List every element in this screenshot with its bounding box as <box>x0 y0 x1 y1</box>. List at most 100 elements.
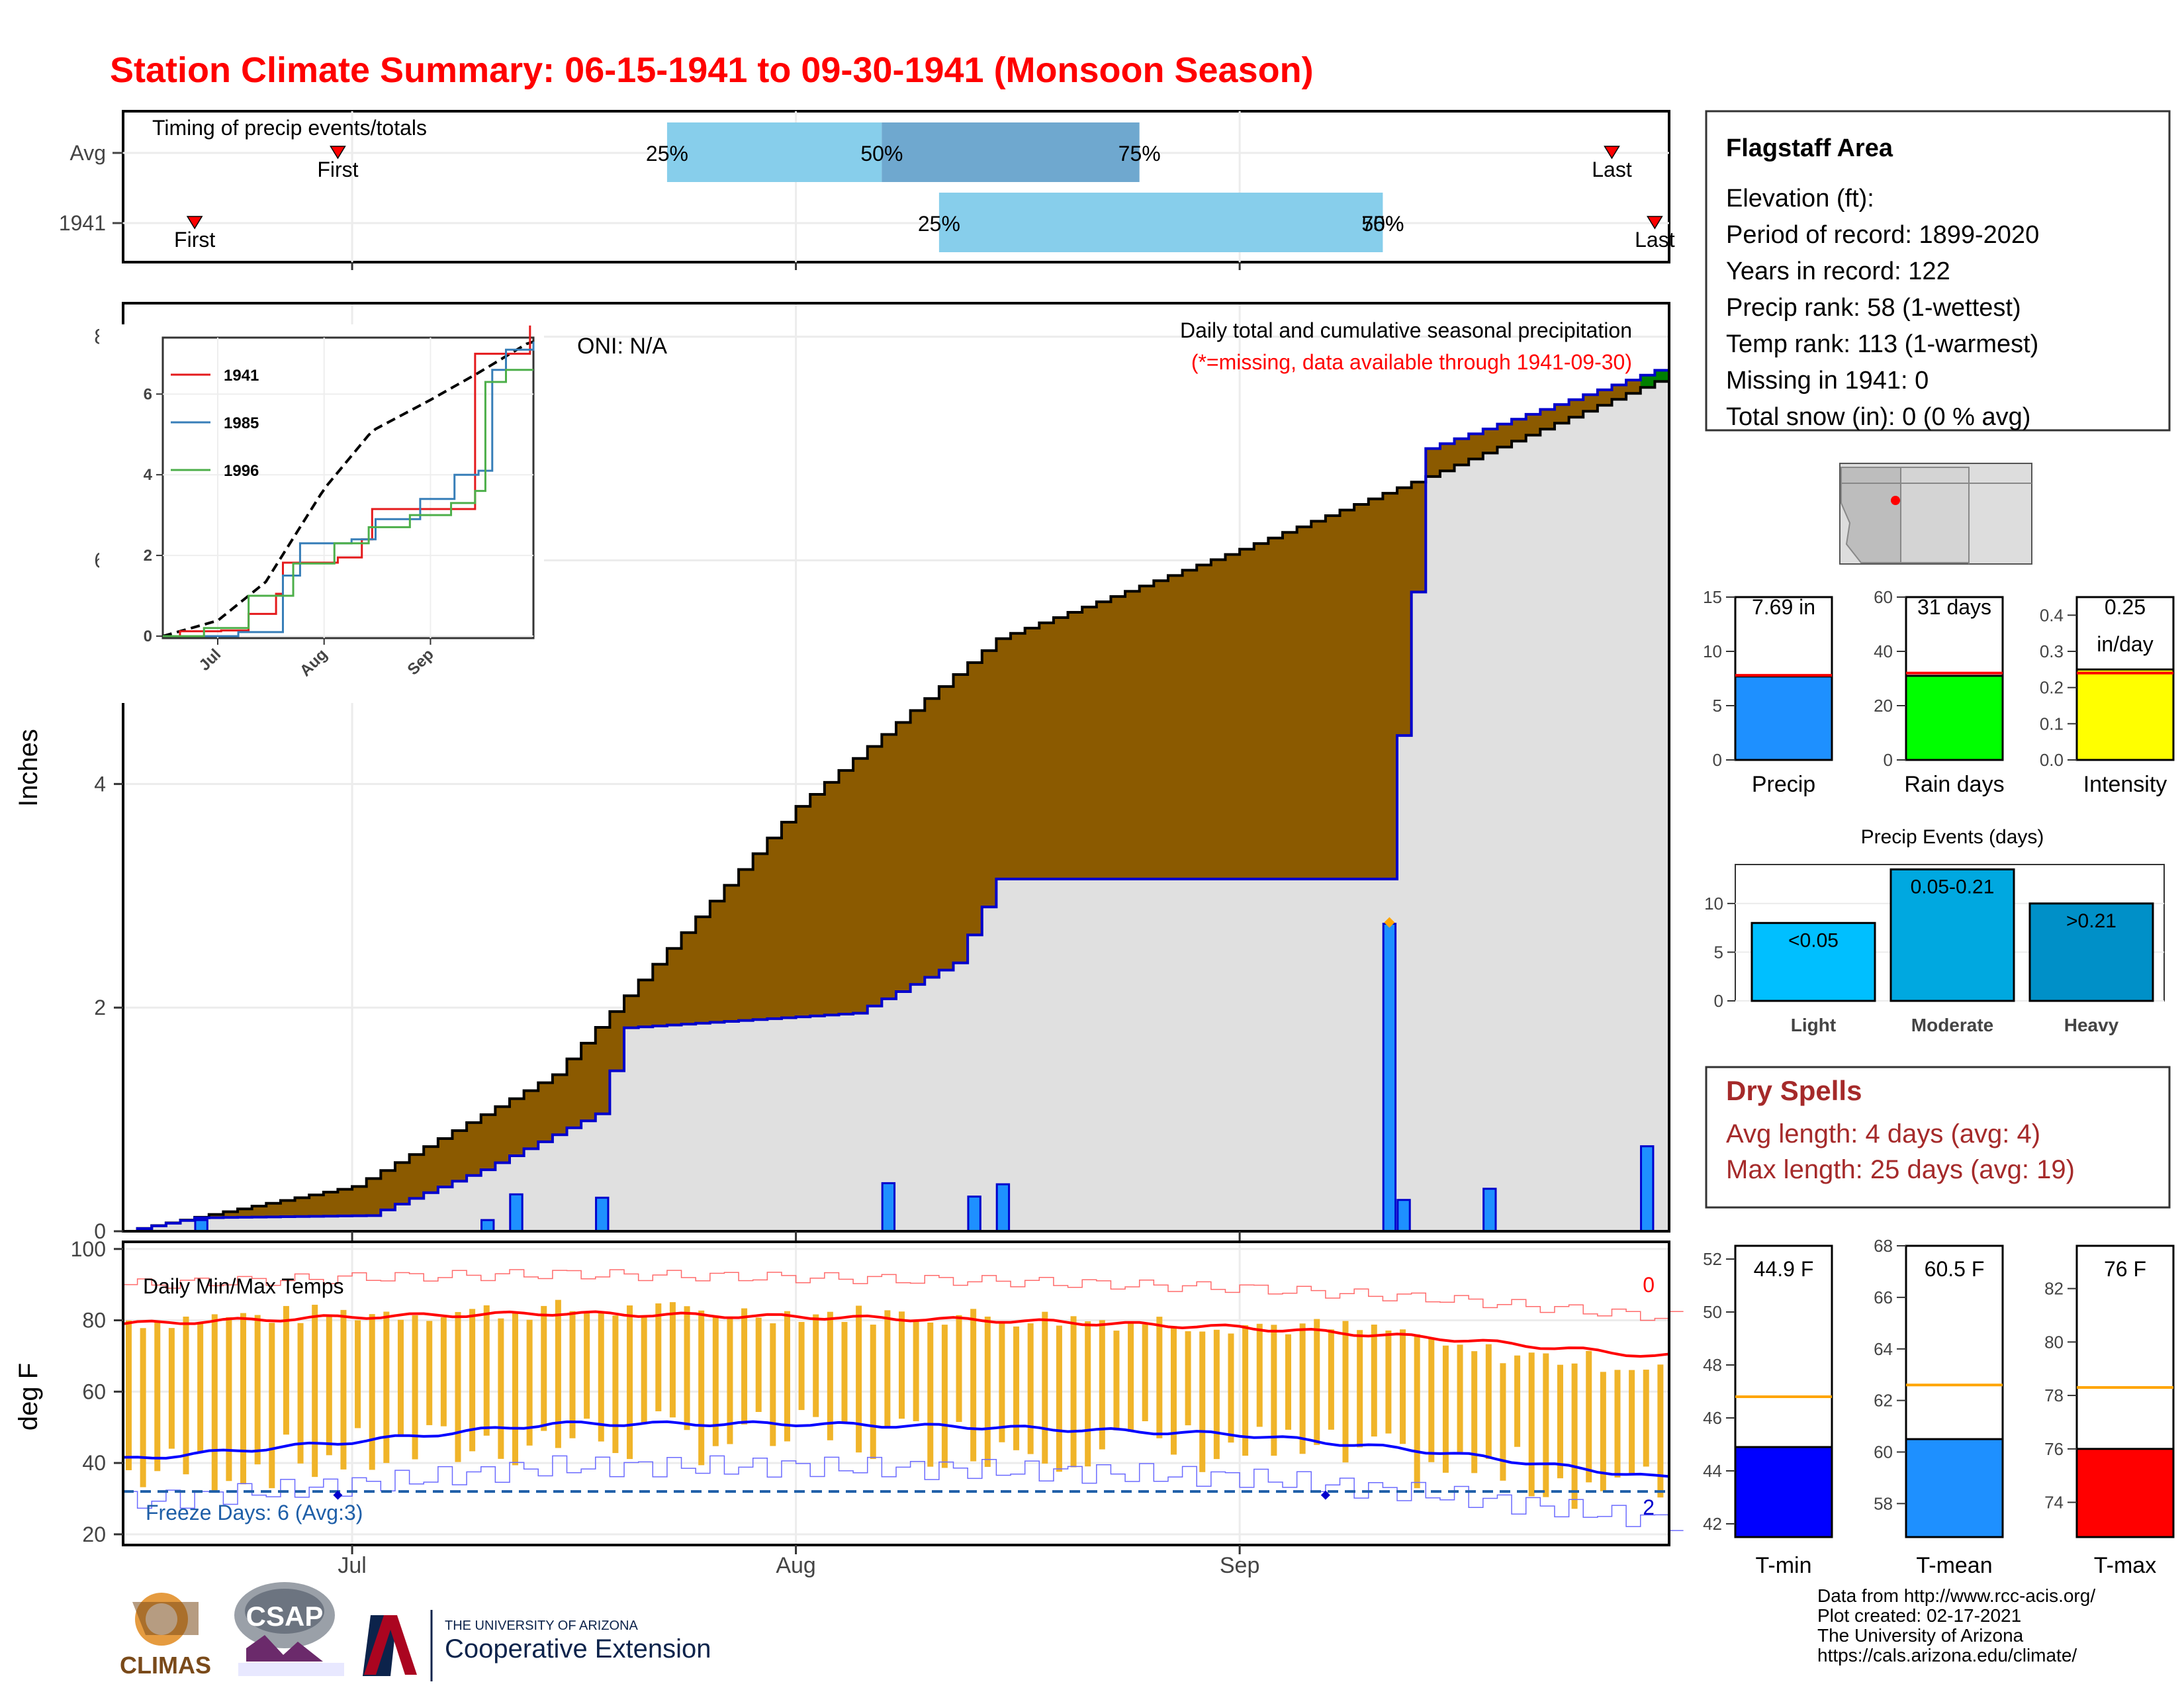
temperature-panel-frame <box>122 1241 1670 1546</box>
daily-temp-bar <box>1471 1351 1478 1474</box>
daily-temp-bar <box>412 1315 418 1460</box>
precip-events-chart: Precip Events (days) 0 5 10 <0.05 Light 0.05-… <box>1704 826 2165 1035</box>
hot-days-count: 0 <box>1643 1273 1655 1297</box>
daily-precip-bar <box>967 1196 981 1233</box>
daily-temp-bar <box>183 1316 189 1475</box>
daily-temp-bar <box>984 1316 991 1467</box>
temp-bar-tick-label: 60 <box>1874 1442 1893 1462</box>
temp-bar-tick-label: 82 <box>2044 1279 2064 1299</box>
inset-average-line <box>162 340 534 637</box>
dry-spells-box: Dry Spells Avg length: 4 days (avg: 4) M… <box>1705 1066 2171 1209</box>
precip-events-bar <box>1751 921 1876 1002</box>
daily-temp-bar <box>598 1311 604 1442</box>
freeze-days-count: 2 <box>1643 1495 1655 1519</box>
timing-panel-label: Timing of precip events/totals <box>152 116 427 140</box>
locator-map <box>1839 463 2032 565</box>
temp-bar-label: T-mean <box>1916 1553 1992 1578</box>
daily-temp-bar <box>297 1323 304 1464</box>
daily-precip-bar <box>1396 1199 1411 1233</box>
daily-temp-bar <box>1643 1370 1649 1467</box>
temperature-y-axis-label: deg F <box>14 1363 43 1430</box>
missing-data-note: (*=missing, data available through 1941-… <box>1191 350 1632 374</box>
timing-percentile-label: 25% <box>918 212 960 236</box>
daily-temp-bar <box>1557 1364 1563 1479</box>
summary-bar-tick-label: 0 <box>1884 750 1893 770</box>
precip-events-category-label: Moderate <box>1911 1015 1993 1035</box>
summary-bar-rain-days <box>1905 675 2004 761</box>
daily-temp-bar <box>712 1315 719 1446</box>
daily-temp-bar <box>1070 1316 1077 1468</box>
dry-spells-max-length: Max length: 25 days (avg: 19) <box>1726 1155 2075 1184</box>
daily-precip-bar <box>995 1183 1011 1233</box>
daily-temp-bar <box>870 1325 876 1460</box>
daily-temp-bar <box>555 1299 561 1448</box>
credit-line: Plot created: 02-17-2021 <box>1817 1605 2021 1626</box>
daily-temp-bar <box>1271 1325 1277 1456</box>
timing-box-upper <box>882 122 1140 182</box>
credit-line: The University of Arizona <box>1817 1625 2024 1646</box>
station-info-line: Years in record: 122 <box>1726 258 1950 285</box>
daily-temp-bar <box>1285 1334 1291 1430</box>
precip-events-category-label: Heavy <box>2064 1015 2119 1035</box>
daily-temp-bar <box>168 1328 175 1449</box>
daily-temp-bar <box>1442 1345 1449 1473</box>
summary-bar-intensity <box>2075 668 2175 761</box>
daily-temp-bar <box>1600 1372 1606 1491</box>
timing-percentile-label: 25% <box>646 142 688 165</box>
temp-bar-tick-label: 80 <box>2044 1332 2064 1352</box>
daily-precip-bar <box>1482 1188 1497 1233</box>
daily-temp-bar <box>1128 1321 1134 1432</box>
temp-bar-tick-label: 44 <box>1703 1461 1722 1481</box>
page-title: Station Climate Summary: 06-15-1941 to 0… <box>110 50 1314 90</box>
daily-temp-bar <box>999 1321 1005 1442</box>
daily-temp-bar <box>140 1328 146 1487</box>
precip-y-tick-label: 0 <box>94 1219 106 1243</box>
daily-temp-bar <box>684 1306 690 1430</box>
locator-map-arizona <box>1841 467 1901 563</box>
cumulative-base-area <box>123 381 1669 1231</box>
arizona-a-icon <box>364 1615 417 1675</box>
temperature-summary-bars: 42 44 46 48 50 52 44.9 F T-min 58 60 62 64 66 68 60.5 … <box>1703 1236 2175 1578</box>
logo-strip: CLIMAS CSAP THE UNIVERSITY OF ARIZONA Co… <box>120 1582 711 1681</box>
temp-bar-tick-label: 52 <box>1703 1249 1722 1269</box>
daily-temp-bar <box>126 1320 132 1470</box>
daily-temp-bar <box>1385 1331 1392 1434</box>
daily-temp-bar <box>655 1303 662 1411</box>
daily-temp-bar <box>1228 1333 1234 1443</box>
daily-temp-bar <box>927 1322 934 1467</box>
daily-temp-bar <box>698 1310 705 1466</box>
precip-surplus-area <box>1640 370 1669 388</box>
daily-temp-bar <box>426 1321 433 1425</box>
daily-temp-bar <box>770 1323 776 1446</box>
temperature-y-tick-label: 20 <box>82 1523 106 1546</box>
precip-y-axis-label: Inches <box>14 729 43 807</box>
daily-temp-bar <box>1629 1370 1635 1475</box>
daily-temp-bar <box>641 1315 647 1423</box>
daily-temp-bar <box>1586 1350 1592 1483</box>
precip-deficit-area <box>123 370 1669 1232</box>
cumulative-average-line <box>123 380 1669 1233</box>
inset-series-line <box>163 342 535 637</box>
daily-temp-bar <box>970 1309 977 1462</box>
daily-temp-bar <box>440 1317 447 1427</box>
timing-box-lower <box>938 193 1383 252</box>
daily-temp-bar <box>254 1315 261 1465</box>
summary-bar-tick-label: 60 <box>1874 587 1893 607</box>
credit-line: https://cals.arizona.edu/climate/ <box>1817 1645 2077 1665</box>
daily-temp-bar <box>326 1315 332 1456</box>
daily-temp-bar <box>340 1309 347 1470</box>
station-info-line: Precip rank: 58 (1-wettest) <box>1726 294 2021 322</box>
average-max-temp-line <box>122 1310 1670 1358</box>
daily-temp-bar <box>269 1323 275 1489</box>
daily-temp-bar <box>741 1308 748 1425</box>
oni-label: ONI: N/A <box>577 334 667 359</box>
temp-bar-value-label: 76 F <box>2104 1257 2146 1281</box>
daily-temp-bar <box>884 1310 891 1429</box>
university-of-arizona-logo: THE UNIVERSITY OF ARIZONA Cooperative Ex… <box>363 1610 711 1681</box>
daily-temp-bar <box>283 1305 289 1435</box>
daily-temp-bar <box>569 1311 576 1438</box>
summary-bar-tick-label: 40 <box>1874 641 1893 661</box>
x-tick-label: Sep <box>1220 1553 1260 1578</box>
daily-temp-bar <box>1400 1329 1406 1444</box>
max-precip-marker-icon <box>1384 917 1395 928</box>
